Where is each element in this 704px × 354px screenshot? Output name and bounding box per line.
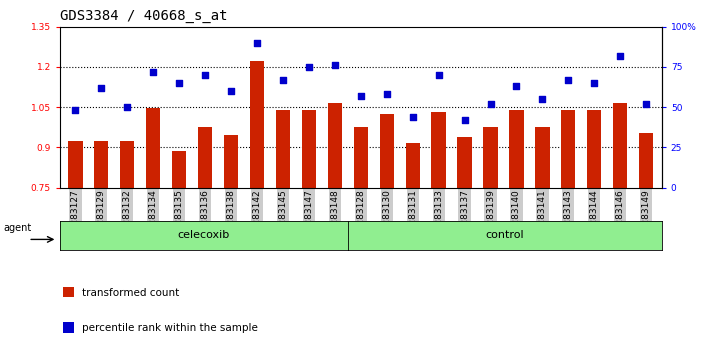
Text: GDS3384 / 40668_s_at: GDS3384 / 40668_s_at [60, 9, 227, 23]
Bar [509, 110, 524, 188]
Text: control: control [486, 230, 524, 240]
Bar [432, 113, 446, 188]
Point [641, 101, 652, 107]
Bar [406, 143, 420, 188]
Bar [353, 127, 368, 188]
Point [329, 62, 341, 68]
Point [562, 77, 574, 82]
Bar [458, 137, 472, 188]
Point [433, 72, 444, 78]
Point [277, 77, 289, 82]
Text: celecoxib: celecoxib [177, 230, 230, 240]
Bar [250, 62, 264, 188]
Point [615, 53, 626, 58]
Bar [302, 110, 316, 188]
Point [407, 114, 418, 120]
Bar [276, 110, 290, 188]
Bar [198, 127, 213, 188]
Bar [328, 103, 342, 188]
Bar [172, 152, 187, 188]
Point [96, 85, 107, 91]
Point [199, 72, 210, 78]
Bar [120, 141, 134, 188]
Bar [68, 141, 82, 188]
Point [589, 80, 600, 86]
Bar [146, 108, 161, 188]
Bar [561, 110, 575, 188]
Point [485, 101, 496, 107]
Bar [613, 103, 627, 188]
Bar [94, 141, 108, 188]
Point [251, 40, 263, 45]
Point [355, 93, 366, 99]
Point [459, 117, 470, 123]
Point [536, 96, 548, 102]
Bar [639, 133, 653, 188]
Bar [484, 127, 498, 188]
Text: transformed count: transformed count [82, 287, 180, 298]
Bar [535, 127, 550, 188]
Text: percentile rank within the sample: percentile rank within the sample [82, 323, 258, 333]
Bar [379, 114, 394, 188]
Point [122, 104, 133, 110]
Point [225, 88, 237, 94]
Text: agent: agent [4, 223, 32, 233]
Point [70, 108, 81, 113]
Point [381, 91, 392, 97]
Point [303, 64, 315, 70]
Point [174, 80, 185, 86]
Bar [587, 110, 601, 188]
Point [148, 69, 159, 74]
Bar [224, 135, 238, 188]
Point [511, 83, 522, 89]
